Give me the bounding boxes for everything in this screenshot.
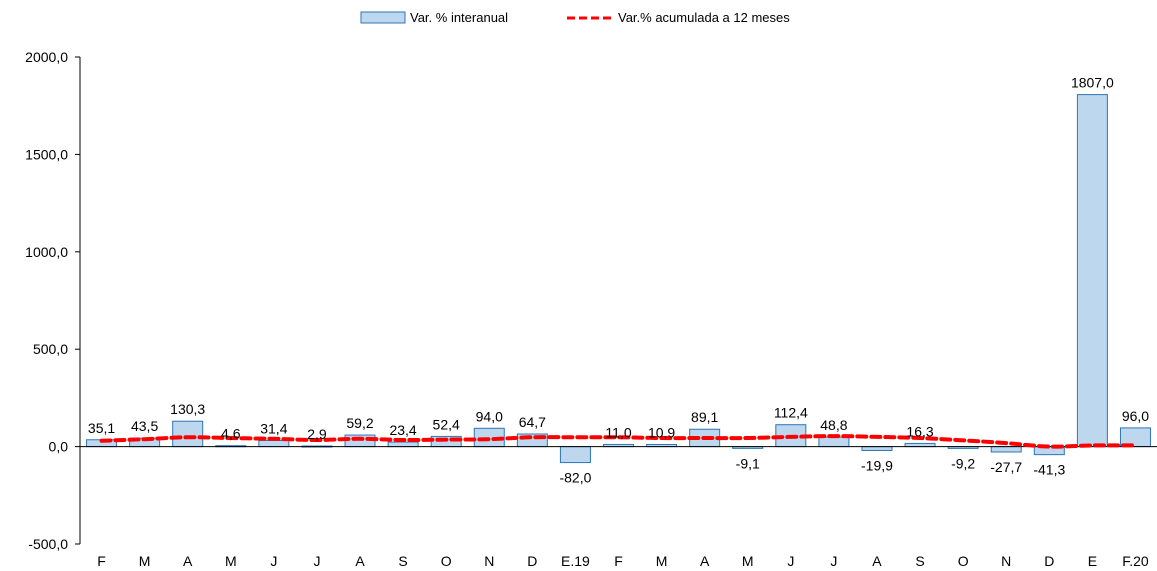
x-tick-label: N bbox=[1001, 553, 1011, 569]
bar-value-label: 23,4 bbox=[389, 422, 416, 438]
x-tick-label: M bbox=[656, 553, 668, 569]
bar-value-label: 89,1 bbox=[691, 409, 718, 425]
x-tick-label: N bbox=[484, 553, 494, 569]
y-tick-label: 500,0 bbox=[33, 341, 68, 357]
bar-value-label: 59,2 bbox=[346, 415, 373, 431]
x-tick-label: M bbox=[225, 553, 237, 569]
bar-value-label: 10,9 bbox=[648, 424, 675, 440]
x-tick-label: A bbox=[700, 553, 710, 569]
bar bbox=[387, 441, 419, 448]
bar-value-label: -82,0 bbox=[559, 470, 591, 486]
x-tick-label: F bbox=[614, 553, 623, 569]
bar bbox=[861, 446, 893, 451]
bar-value-label: 35,1 bbox=[88, 420, 115, 436]
x-tick-label: E.19 bbox=[561, 553, 590, 569]
y-tick-label: 1500,0 bbox=[25, 146, 68, 162]
legend-line-label: Var.% acumulada a 12 meses bbox=[618, 10, 790, 25]
bar-value-label: 4,6 bbox=[221, 426, 241, 442]
x-tick-label: S bbox=[398, 553, 407, 569]
bar-value-label: 96,0 bbox=[1122, 408, 1149, 424]
bar-value-label: -9,2 bbox=[951, 455, 975, 471]
bar-value-label: 16,3 bbox=[906, 423, 933, 439]
bar-value-label: 112,4 bbox=[774, 405, 808, 421]
y-tick-label: 0,0 bbox=[49, 439, 69, 455]
x-tick-label: F.20 bbox=[1122, 553, 1149, 569]
bar bbox=[172, 420, 204, 448]
y-tick-label: 1000,0 bbox=[25, 244, 68, 260]
x-tick-label: J bbox=[270, 553, 277, 569]
bar-value-label: 52,4 bbox=[433, 416, 460, 432]
x-axis: F M A M J J A S O N D E.19 F M A M J J A S O N D E F.20 bbox=[97, 553, 1149, 569]
bar bbox=[818, 436, 850, 448]
x-tick-label: M bbox=[742, 553, 754, 569]
bar-value-label: 64,7 bbox=[519, 414, 546, 430]
x-tick-label: F bbox=[97, 553, 106, 569]
bar-value-label: 11,0 bbox=[605, 424, 631, 440]
bar-value-label: -9,1 bbox=[736, 455, 760, 471]
x-tick-label: M bbox=[139, 553, 151, 569]
x-tick-label: S bbox=[915, 553, 924, 569]
bar-value-label: -41,3 bbox=[1033, 462, 1065, 478]
bar-value-label: 2,9 bbox=[307, 426, 327, 442]
x-tick-label: E bbox=[1088, 553, 1097, 569]
x-tick-label: O bbox=[441, 553, 452, 569]
bar-value-label: 48,8 bbox=[820, 417, 847, 433]
legend: Var. % interanual Var.% acumulada a 12 m… bbox=[360, 10, 790, 25]
x-tick-label: D bbox=[1044, 553, 1054, 569]
bar-value-label: 1807,0 bbox=[1071, 75, 1114, 91]
legend-bar-swatch bbox=[360, 11, 406, 24]
legend-bar-label: Var. % interanual bbox=[410, 10, 508, 25]
x-tick-label: A bbox=[872, 553, 882, 569]
y-axis: -500,0 0,0 500,0 1000,0 1500,0 2000,0 bbox=[25, 49, 81, 552]
bar-value-label: -27,7 bbox=[990, 459, 1022, 475]
bar-value-label: -19,9 bbox=[861, 457, 893, 473]
y-tick-label: -500,0 bbox=[28, 536, 68, 552]
bar bbox=[559, 446, 591, 464]
accumulated-line bbox=[99, 434, 1138, 449]
x-tick-label: J bbox=[313, 553, 320, 569]
x-tick-label: D bbox=[527, 553, 537, 569]
bar-value-label: 94,0 bbox=[476, 408, 503, 424]
bar bbox=[1076, 94, 1108, 448]
bar-value-label: 31,4 bbox=[260, 420, 287, 436]
data-labels: 35,1 43,5 130,3 4,6 31,4 2,9 59,2 23,4 52,4 94,0 6… bbox=[88, 75, 1149, 486]
x-tick-label: J bbox=[830, 553, 837, 569]
bar bbox=[990, 446, 1022, 453]
bar bbox=[258, 439, 290, 448]
bar-value-label: 43,5 bbox=[131, 418, 158, 434]
line-series bbox=[99, 434, 1138, 449]
bar-value-label: 130,3 bbox=[170, 401, 205, 417]
y-tick-label: 2000,0 bbox=[25, 49, 68, 65]
x-tick-label: A bbox=[183, 553, 193, 569]
x-tick-label: O bbox=[958, 553, 969, 569]
x-tick-label: J bbox=[787, 553, 794, 569]
bar-series bbox=[86, 94, 1151, 464]
x-tick-label: A bbox=[355, 553, 365, 569]
